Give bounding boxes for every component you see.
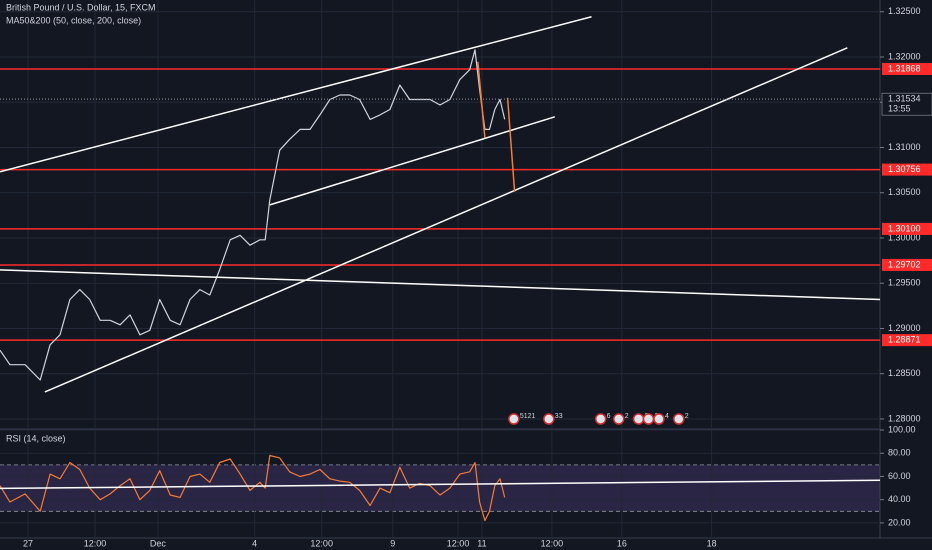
event-icon	[594, 413, 607, 425]
y-tick-label: 80.00	[888, 448, 911, 458]
x-tick-label: Dec	[150, 538, 167, 548]
trendline	[44, 47, 848, 393]
trendline	[0, 269, 881, 301]
event-icon	[653, 413, 665, 425]
trendline	[477, 61, 486, 138]
event-label: 6	[607, 413, 611, 420]
x-tick-label: 12:00	[310, 538, 333, 548]
rsi-title: RSI (14, close)	[6, 433, 66, 443]
y-tick-label: 1.28500	[888, 368, 921, 378]
trendline	[0, 16, 592, 173]
event-label: 33	[555, 413, 563, 420]
x-tick-label: 11	[477, 538, 486, 548]
y-tick-label: 60.00	[888, 471, 911, 481]
x-tick-label: 27	[23, 538, 33, 548]
rsi-band	[0, 464, 880, 512]
y-tick-label: 1.31000	[888, 142, 921, 152]
event-icon	[673, 413, 685, 425]
x-tick-label: 12:00	[84, 538, 107, 548]
x-tick-label: 9	[390, 538, 395, 548]
y-tick-label: 20.00	[888, 517, 911, 527]
level-label: 1.29702	[888, 259, 921, 269]
last-price-label: 1.31534	[888, 94, 921, 104]
x-tick-label: 16	[617, 538, 627, 548]
y-tick-label: 100.00	[888, 424, 916, 434]
y-tick-label: 1.28000	[888, 413, 921, 423]
trendline	[506, 97, 516, 192]
y-tick-label: 1.30000	[888, 232, 921, 242]
y-tick-label: 1.32000	[888, 51, 921, 61]
symbol-title: British Pound / U.S. Dollar, 15, FXCM	[6, 2, 156, 12]
level-label-box	[882, 62, 932, 75]
level-label: 1.28871	[888, 335, 921, 345]
trendline	[269, 116, 556, 206]
y-tick-label: 1.32500	[888, 6, 921, 16]
y-tick-label: 40.00	[888, 494, 911, 504]
x-tick-label: 18	[707, 538, 717, 548]
event-icon	[632, 413, 645, 425]
level-label-box	[882, 258, 932, 271]
y-tick-label: 1.29000	[888, 323, 921, 333]
y-tick-label: 1.29500	[888, 278, 921, 288]
trendline	[0, 479, 881, 490]
event-icon	[543, 413, 555, 425]
x-tick-label: 12:00	[447, 538, 470, 548]
event-label: 2	[685, 413, 689, 420]
level-label-box	[882, 163, 932, 176]
event-label: 2	[625, 413, 629, 420]
series-line	[0, 49, 506, 381]
x-tick-label: 4	[252, 538, 257, 548]
countdown: 13:55	[888, 104, 911, 114]
level-label-box	[882, 334, 932, 347]
event-icon	[642, 413, 655, 425]
level-label: 1.30756	[888, 164, 921, 174]
event-icon	[508, 413, 520, 425]
event-label: 5121	[520, 413, 536, 420]
event-label: 4	[665, 413, 669, 420]
level-label: 1.30100	[888, 223, 921, 233]
y-tick-label: 1.30500	[888, 187, 921, 197]
last-price-box	[881, 92, 932, 116]
event-icon	[612, 413, 625, 425]
x-tick-label: 12:00	[541, 538, 564, 548]
indicator-title: MA50&200 (50, close, 200, close)	[6, 15, 141, 25]
level-label: 1.31868	[888, 63, 921, 73]
series-line	[0, 454, 506, 522]
level-label-box	[882, 222, 932, 235]
